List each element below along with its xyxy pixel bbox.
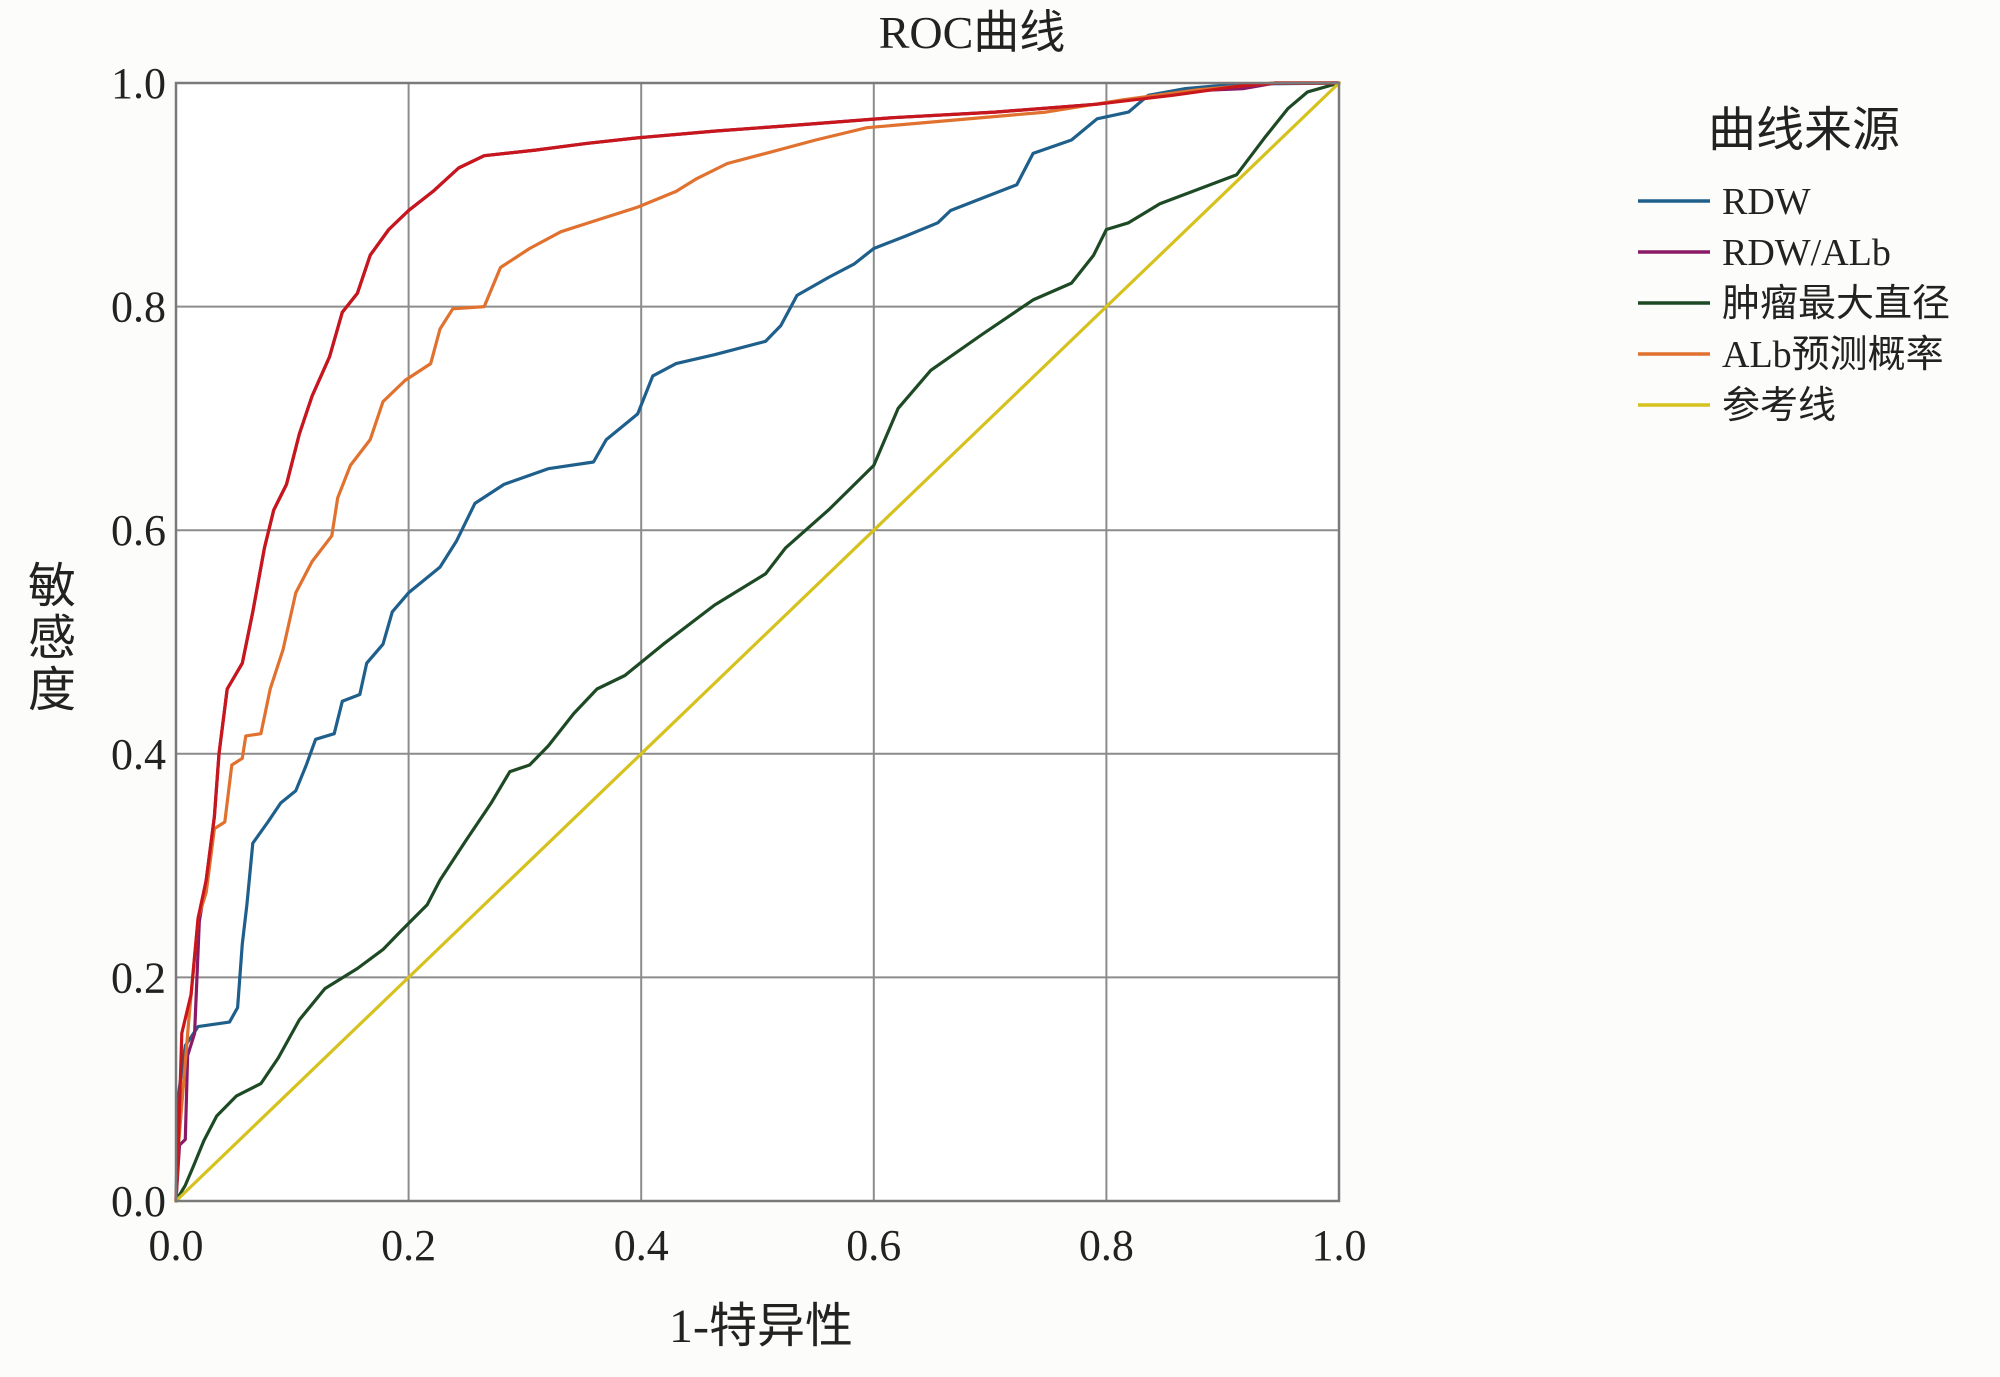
grid-lines: [176, 83, 1339, 1201]
y-tick-label: 0.6: [111, 506, 166, 555]
series-line-1: [174, 81, 1341, 1203]
chart-title: ROC曲线: [879, 7, 1066, 58]
series-line-6: [174, 81, 1341, 1203]
y-tick-label: 0.0: [111, 1177, 166, 1226]
legend-title: 曲线来源: [1708, 104, 1900, 157]
legend-label: 参考线: [1722, 385, 1836, 427]
legend-item: RDW: [1638, 181, 1811, 223]
x-tick-label: 0.6: [846, 1221, 901, 1270]
legend-item: ALb预测概率: [1638, 334, 1944, 376]
legend-item: 肿瘤最大直径: [1638, 283, 1950, 325]
y-tick-label: 0.4: [111, 730, 166, 779]
y-tick-label: 0.2: [111, 953, 166, 1002]
legend-label: RDW/ALb: [1722, 232, 1891, 274]
x-tick-label: 0.2: [381, 1221, 436, 1270]
series-line-5: [174, 81, 1341, 1203]
x-tick-label: 1.0: [1312, 1221, 1367, 1270]
y-tick-label: 0.8: [111, 283, 166, 332]
legend-item: 参考线: [1638, 385, 1836, 427]
y-tick-label: 1.0: [111, 59, 166, 108]
x-tick-label: 0.4: [614, 1221, 669, 1270]
plot-border: [174, 81, 1341, 1203]
legend-label: ALb预测概率: [1722, 334, 1944, 376]
x-tick-label: 0.8: [1079, 1221, 1134, 1270]
x-axis-label: 1-特异性: [669, 1300, 853, 1353]
legend-label: RDW: [1722, 181, 1811, 223]
tick-labels: 0.0 0.2 0.4 0.6 0.8 1.0 0.0 0.2 0.4 0.6 0.8 1.0: [111, 59, 1367, 1270]
series-line-4: [174, 81, 1341, 1203]
legend-item: RDW/ALb: [1638, 232, 1891, 274]
x-tick-label: 0.0: [149, 1221, 204, 1270]
legend-label: 肿瘤最大直径: [1722, 283, 1950, 325]
y-axis-label: 敏感度: [20, 560, 73, 716]
series-line-3: [174, 81, 1341, 1203]
series-lines: [174, 81, 1341, 1203]
